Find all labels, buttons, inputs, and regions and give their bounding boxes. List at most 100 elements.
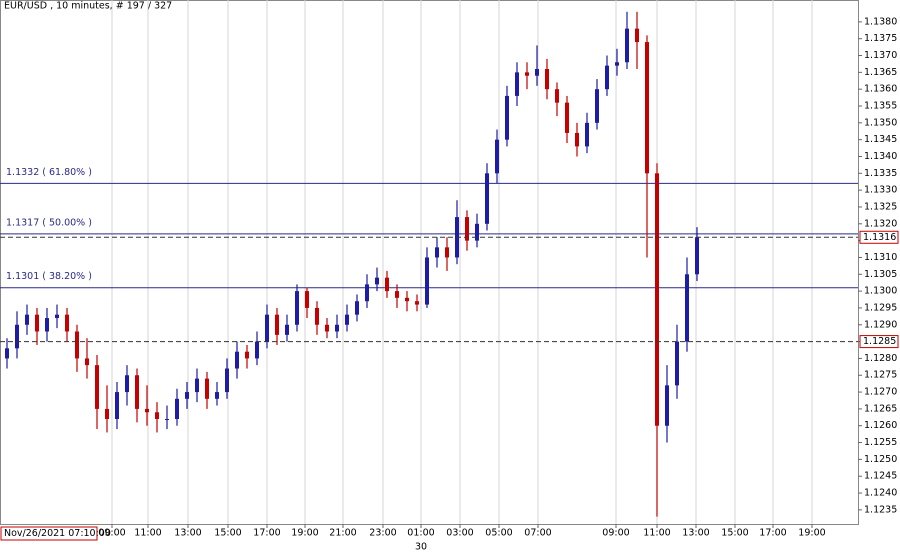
candle-body: [655, 173, 659, 426]
y-tick-label: 1.1295: [864, 302, 897, 313]
candle-body: [225, 368, 229, 393]
y-tick-label: 1.1265: [864, 403, 897, 414]
candle-body: [645, 42, 649, 174]
y-tick-label: 1.1280: [864, 353, 897, 364]
candle-body: [195, 378, 199, 393]
x-tick-label: 15:00: [214, 528, 241, 539]
candle-body: [215, 392, 219, 399]
candle-body: [65, 314, 69, 332]
candle-body: [125, 375, 129, 393]
cursor-label: Nov/26/2021 07:10:00: [4, 528, 111, 539]
y-tick-label: 1.1325: [864, 201, 897, 212]
candle-body: [15, 324, 19, 349]
y-tick-label: 1.1335: [864, 168, 897, 179]
candle-body: [535, 68, 539, 76]
candle-body: [25, 314, 29, 325]
y-tick-label: 1.1370: [864, 50, 897, 61]
candle-body: [575, 132, 579, 147]
candle-body: [75, 331, 79, 359]
candle-body: [425, 257, 429, 305]
x-tick-label: 09:00: [602, 528, 629, 539]
candle-body: [415, 301, 419, 305]
y-tick-label: 1.1300: [864, 286, 897, 297]
x-tick-label: 07:00: [524, 528, 551, 539]
day-label: 30: [415, 542, 427, 553]
y-tick-label: 1.1245: [864, 471, 897, 482]
y-tick-label: 1.1240: [864, 488, 897, 499]
candle-body: [245, 351, 249, 359]
candle-body: [325, 324, 329, 332]
candle-body: [465, 217, 469, 241]
candle-body: [485, 173, 489, 224]
candle-body: [585, 122, 589, 147]
candle-body: [635, 28, 639, 43]
price-marker-box: [859, 230, 899, 244]
candle-body: [185, 392, 189, 399]
candle-body: [445, 247, 449, 258]
x-tick-label: 17:00: [253, 528, 280, 539]
candle-body: [35, 314, 39, 332]
candle-body: [625, 28, 629, 63]
candle-body: [315, 307, 319, 325]
candle-body: [165, 418, 169, 420]
candle-body: [285, 324, 289, 335]
candle-body: [605, 65, 609, 90]
candle-body: [345, 314, 349, 325]
candle-body: [45, 318, 49, 332]
x-tick-label: 03:00: [446, 528, 473, 539]
candle-body: [235, 351, 239, 369]
candle-body: [495, 139, 499, 174]
x-tick-label: 13:00: [682, 528, 709, 539]
y-tick-label: 1.1290: [864, 319, 897, 330]
cursor-box: [0, 526, 98, 541]
candle-body: [685, 274, 689, 342]
y-tick-label: 1.1345: [864, 134, 897, 145]
chart-title: EUR/USD , 10 minutes, # 197 / 327: [4, 1, 172, 12]
x-tick-label: 19:00: [291, 528, 318, 539]
candle-body: [255, 341, 259, 359]
candle-body: [175, 398, 179, 419]
plot-area: [0, 0, 859, 525]
candle-body: [5, 348, 9, 359]
candle-body: [115, 392, 119, 419]
y-tick-label: 1.1360: [864, 84, 897, 95]
candle-body: [675, 341, 679, 386]
candle-body: [55, 314, 59, 319]
candle-body: [205, 378, 209, 399]
x-tick-label: 09:00: [98, 528, 125, 539]
candle-body: [615, 62, 619, 66]
x-tick-label: 17:00: [759, 528, 786, 539]
candle-body: [295, 291, 299, 325]
candle-body: [515, 72, 519, 96]
candle-body: [265, 314, 269, 342]
y-tick-label: 1.1375: [864, 33, 897, 44]
y-tick-label: 1.1260: [864, 420, 897, 431]
candle-body: [335, 324, 339, 332]
y-tick-label: 1.1235: [864, 504, 897, 515]
x-tick-label: 15:00: [721, 528, 748, 539]
x-tick-label: 11:00: [134, 528, 161, 539]
candle-body: [435, 247, 439, 258]
candle-body: [355, 301, 359, 315]
x-tick-label: 13:00: [174, 528, 201, 539]
x-tick-label: 19:00: [798, 528, 825, 539]
y-tick-label: 1.1310: [864, 252, 897, 263]
candle-body: [135, 375, 139, 409]
candle-body: [385, 277, 389, 292]
candle-body: [105, 408, 109, 419]
candle-body: [275, 314, 279, 335]
y-tick-label: 1.1350: [864, 117, 897, 128]
y-tick-label: 1.1355: [864, 101, 897, 112]
candle-body: [555, 89, 559, 103]
candle-body: [525, 72, 529, 76]
y-tick-label: 1.1305: [864, 269, 897, 280]
fib-level-label: 1.1317 ( 50.00% ): [6, 217, 92, 228]
candle-body: [565, 102, 569, 133]
x-tick-label: 11:00: [643, 528, 670, 539]
fib-level-label: 1.1301 ( 38.20% ): [6, 271, 92, 282]
candle-body: [405, 297, 409, 302]
price-marker-label: 1.1316: [863, 232, 896, 243]
x-tick-label: 01:00: [407, 528, 434, 539]
y-tick-label: 1.1270: [864, 387, 897, 398]
